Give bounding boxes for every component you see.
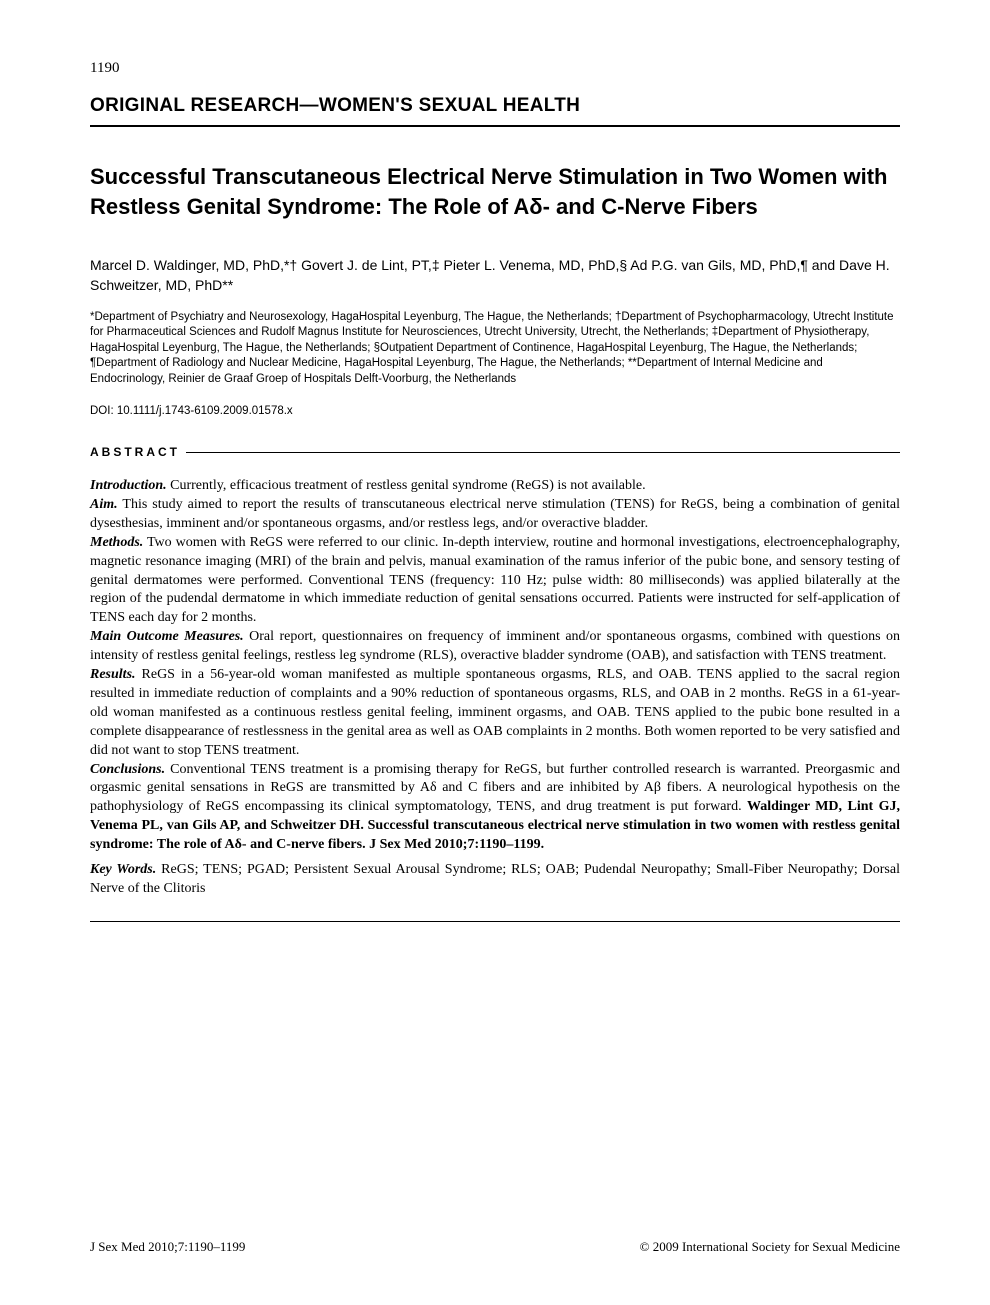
- aim-text: This study aimed to report the results o…: [90, 497, 900, 531]
- outcome-label: Main Outcome Measures.: [90, 629, 244, 644]
- abstract-introduction: Introduction. Currently, efficacious tre…: [90, 477, 900, 496]
- results-text: ReGS in a 56-year-old woman manifested a…: [90, 667, 900, 758]
- abstract-aim: Aim. This study aimed to report the resu…: [90, 496, 900, 534]
- bottom-rule: [90, 921, 900, 922]
- abstract-results: Results. ReGS in a 56-year-old woman man…: [90, 666, 900, 760]
- abstract-conclusions: Conclusions. Conventional TENS treatment…: [90, 761, 900, 855]
- abstract-methods: Methods. Two women with ReGS were referr…: [90, 534, 900, 628]
- footer-copyright: © 2009 International Society for Sexual …: [640, 1239, 900, 1255]
- abstract-outcome: Main Outcome Measures. Oral report, ques…: [90, 628, 900, 666]
- conclusions-label: Conclusions.: [90, 762, 165, 777]
- footer-journal-ref: J Sex Med 2010;7:1190–1199: [90, 1239, 245, 1255]
- doi: DOI: 10.1111/j.1743-6109.2009.01578.x: [90, 405, 900, 417]
- abstract-heading-label: ABSTRACT: [90, 445, 180, 459]
- results-label: Results.: [90, 667, 136, 682]
- page-footer: J Sex Med 2010;7:1190–1199 © 2009 Intern…: [90, 1239, 900, 1255]
- article-title: Successful Transcutaneous Electrical Ner…: [90, 162, 900, 221]
- page-number: 1190: [90, 60, 900, 77]
- introduction-text: Currently, efficacious treatment of rest…: [167, 478, 646, 493]
- author-list: Marcel D. Waldinger, MD, PhD,*† Govert J…: [90, 256, 900, 295]
- abstract-body: Introduction. Currently, efficacious tre…: [90, 477, 900, 899]
- aim-label: Aim.: [90, 497, 118, 512]
- keywords: Key Words. ReGS; TENS; PGAD; Persistent …: [90, 861, 900, 899]
- keywords-text: ReGS; TENS; PGAD; Persistent Sexual Arou…: [90, 862, 900, 896]
- abstract-heading-rule: [186, 452, 900, 453]
- methods-text: Two women with ReGS were referred to our…: [90, 535, 900, 626]
- methods-label: Methods.: [90, 535, 143, 550]
- section-header: ORIGINAL RESEARCH—WOMEN'S SEXUAL HEALTH: [90, 95, 900, 127]
- affiliations: *Department of Psychiatry and Neurosexol…: [90, 310, 900, 388]
- introduction-label: Introduction.: [90, 478, 167, 493]
- abstract-heading: ABSTRACT: [90, 445, 900, 459]
- keywords-label: Key Words.: [90, 862, 156, 877]
